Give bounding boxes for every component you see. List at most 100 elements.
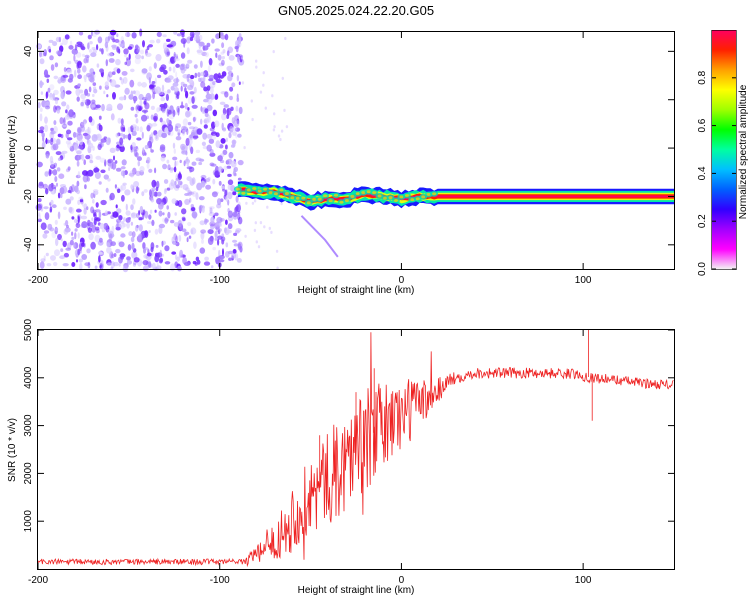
noise-speckle: [232, 131, 237, 136]
noise-speckle: [77, 171, 81, 178]
noise-speckle: [207, 176, 211, 180]
noise-speckle: [220, 34, 226, 40]
noise-speckle: [57, 157, 62, 161]
noise-speckle: [132, 262, 137, 267]
noise-speckle: [67, 166, 71, 171]
noise-speckle: [56, 108, 61, 114]
noise-speckle: [172, 156, 178, 161]
noise-speckle: [237, 133, 242, 138]
noise-speckle: [50, 160, 54, 168]
noise-speckle: [189, 91, 195, 95]
noise-speckle: [49, 93, 54, 100]
signal-blob: [355, 192, 360, 196]
noise-speckle: [217, 198, 222, 206]
noise-speckle: [277, 134, 281, 138]
noise-speckle: [142, 260, 149, 266]
signal-blob: [344, 199, 349, 202]
noise-speckle: [127, 217, 131, 220]
noise-speckle: [108, 167, 111, 171]
noise-speckle: [202, 132, 208, 140]
noise-speckle: [283, 108, 286, 112]
noise-speckle: [99, 68, 104, 73]
noise-speckle: [157, 74, 162, 79]
noise-speckle: [228, 132, 232, 139]
noise-speckle: [39, 126, 45, 131]
noise-speckle: [96, 63, 100, 68]
colorbar-tick-label: 0.2: [697, 214, 708, 228]
noise-speckle: [61, 186, 68, 194]
noise-speckle: [190, 227, 197, 235]
noise-speckle: [212, 109, 218, 117]
noise-speckle: [271, 94, 274, 98]
noise-speckle: [254, 221, 257, 225]
noise-speckle: [189, 36, 194, 42]
noise-speckle: [52, 169, 58, 176]
noise-speckle: [223, 127, 226, 131]
noise-speckle: [77, 248, 81, 256]
noise-speckle: [172, 82, 179, 87]
noise-speckle: [237, 241, 243, 249]
noise-speckle: [41, 132, 45, 138]
noise-speckle: [163, 179, 169, 184]
noise-speckle: [212, 178, 216, 185]
noise-speckle: [139, 205, 144, 213]
noise-speckle: [190, 229, 194, 235]
noise-speckle: [75, 140, 79, 147]
noise-speckle: [47, 45, 51, 53]
noise-speckle: [115, 226, 121, 231]
noise-speckle: [112, 38, 116, 43]
noise-speckle: [225, 242, 229, 248]
noise-speckle: [192, 116, 196, 123]
noise-speckle: [123, 127, 126, 132]
noise-speckle: [55, 50, 62, 55]
noise-speckle: [116, 103, 124, 111]
noise-speckle: [222, 248, 224, 257]
noise-speckle: [236, 212, 241, 221]
noise-speckle: [88, 86, 92, 93]
snr-series-line: [37, 330, 674, 568]
noise-speckle: [235, 195, 239, 203]
noise-speckle: [204, 108, 209, 114]
noise-speckle: [273, 112, 276, 116]
noise-speckle: [240, 56, 244, 60]
noise-speckle: [90, 72, 94, 80]
noise-speckle: [76, 96, 80, 102]
colorbar-fill: [712, 30, 736, 269]
noise-speckle: [95, 104, 101, 109]
x-tick-label: -100: [210, 575, 230, 586]
noise-speckle: [217, 54, 222, 61]
noise-speckle: [148, 66, 152, 72]
noise-speckle: [106, 246, 112, 254]
noise-speckle: [94, 190, 99, 195]
noise-speckle: [124, 87, 130, 95]
noise-speckle: [97, 36, 103, 44]
noise-speckle: [64, 34, 70, 40]
noise-speckle: [209, 81, 216, 89]
colorbar-gradient: [712, 30, 736, 269]
noise-speckle: [81, 221, 88, 229]
noise-speckle: [85, 72, 92, 78]
noise-speckle: [166, 44, 173, 48]
noise-speckle: [120, 185, 123, 192]
noise-speckle: [229, 185, 236, 192]
y-tick-label: 1000: [23, 510, 34, 533]
y-tick-label: 2000: [23, 462, 34, 485]
noise-speckle: [77, 199, 81, 206]
noise-speckle: [163, 102, 168, 109]
noise-speckle: [94, 265, 98, 269]
noise-speckle: [158, 210, 163, 217]
noise-speckle: [180, 251, 183, 256]
noise-speckle: [48, 183, 54, 192]
noise-speckle: [144, 102, 150, 110]
noise-speckle: [142, 40, 145, 48]
noise-speckle: [150, 197, 155, 203]
noise-speckle: [181, 125, 187, 132]
noise-speckle: [110, 79, 117, 87]
noise-speckle: [92, 82, 97, 86]
noise-speckle: [36, 161, 43, 168]
noise-speckle: [135, 186, 139, 194]
signal-blob: [399, 195, 404, 199]
signal-blob: [290, 196, 295, 200]
noise-speckle: [151, 81, 156, 84]
noise-speckle: [122, 76, 128, 84]
